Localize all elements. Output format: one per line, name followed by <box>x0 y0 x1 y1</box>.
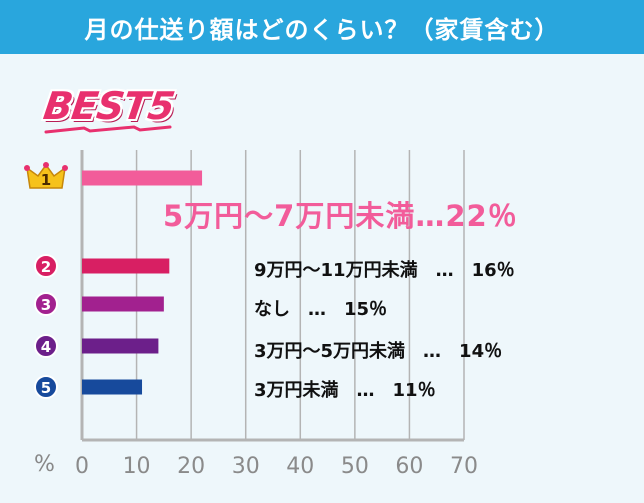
circle-number-icon <box>34 334 58 358</box>
data-label-rank-3: なし … 15％ <box>254 299 388 320</box>
circle-number-icon <box>34 292 58 316</box>
rank-markers: 1 2 3 4 5 <box>24 162 68 399</box>
bar-rank-5 <box>82 379 143 395</box>
crown-jewel <box>24 165 30 171</box>
bar-rank-3 <box>82 296 164 312</box>
data-label-rank-4: 3万円～5万円未満 … 14％ <box>254 341 503 362</box>
circle-number-icon <box>34 375 58 399</box>
rank-number: 2 <box>41 258 51 276</box>
best5-underline-icon <box>44 125 172 134</box>
data-label-rank-1: 5万円～7万円未満…22％ <box>163 199 518 233</box>
bar-rank-2 <box>82 258 170 274</box>
bars <box>82 170 203 395</box>
data-label-rank-2: 9万円～11万円未満 … 16％ <box>254 260 515 281</box>
x-tick-label: 40 <box>286 454 314 479</box>
x-tick-label: 70 <box>450 454 478 479</box>
x-tick-labels: 0 10 20 30 40 50 60 70 <box>75 454 478 479</box>
x-tick-label: 0 <box>75 454 89 479</box>
data-label-rank-5: 3万円未満 … 11％ <box>254 380 436 401</box>
rank-number: 4 <box>41 338 51 356</box>
rank-number: 3 <box>41 296 51 314</box>
x-tick-label: 10 <box>123 454 151 479</box>
x-tick-label: 20 <box>177 454 205 479</box>
rank-number: 1 <box>41 171 51 189</box>
bar-rank-4 <box>82 338 159 354</box>
circle-number-icon <box>34 254 58 278</box>
x-tick-label: 60 <box>395 454 423 479</box>
bar-rank-1 <box>82 170 203 186</box>
crown-jewel <box>62 165 68 171</box>
x-axis-unit: % <box>34 452 55 477</box>
crown-jewel <box>43 162 49 168</box>
rank-number: 5 <box>41 379 51 397</box>
x-tick-label: 30 <box>232 454 260 479</box>
chart-title: 月の仕送り額はどのくらい？（家賃含む） <box>0 0 644 54</box>
gridlines <box>80 150 465 442</box>
x-tick-label: 50 <box>341 454 369 479</box>
